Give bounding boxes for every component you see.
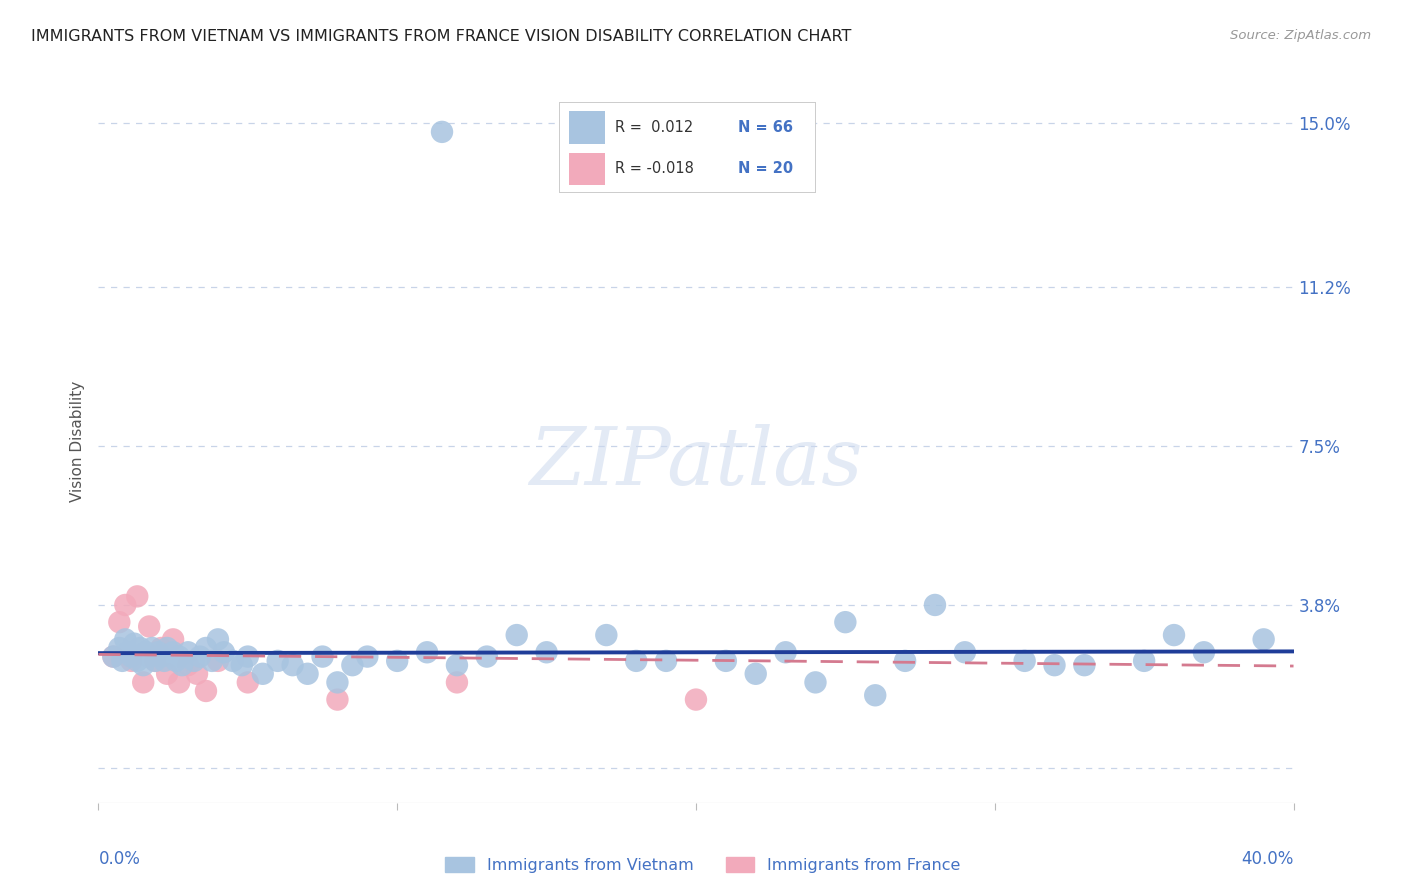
Point xyxy=(446,658,468,673)
Point xyxy=(446,675,468,690)
Point xyxy=(342,658,364,673)
Point xyxy=(236,675,259,690)
Text: 0.0%: 0.0% xyxy=(98,850,141,868)
Point xyxy=(167,649,190,664)
Point xyxy=(201,654,224,668)
Point xyxy=(117,645,139,659)
Point xyxy=(775,645,797,659)
Point xyxy=(167,675,190,690)
Point xyxy=(207,654,229,668)
Point xyxy=(416,645,439,659)
Point xyxy=(195,684,218,698)
Point xyxy=(1253,632,1275,647)
Point xyxy=(124,637,146,651)
Text: Source: ZipAtlas.com: Source: ZipAtlas.com xyxy=(1230,29,1371,42)
Point xyxy=(834,615,856,630)
Point xyxy=(326,675,349,690)
Point xyxy=(222,654,245,668)
Point xyxy=(120,649,142,664)
Point xyxy=(177,658,200,673)
Point xyxy=(1192,645,1215,659)
Point xyxy=(141,640,163,655)
Point xyxy=(267,654,290,668)
Point xyxy=(114,598,136,612)
Point xyxy=(356,649,378,664)
Point xyxy=(162,645,184,659)
Point xyxy=(150,649,173,664)
Point xyxy=(165,654,187,668)
Point xyxy=(143,654,166,668)
Point xyxy=(156,666,179,681)
Point xyxy=(430,125,453,139)
Point xyxy=(1073,658,1095,673)
Point xyxy=(150,640,173,655)
Point xyxy=(188,649,211,664)
Point xyxy=(1014,654,1036,668)
Point xyxy=(804,675,827,690)
Point xyxy=(475,649,498,664)
Text: IMMIGRANTS FROM VIETNAM VS IMMIGRANTS FROM FRANCE VISION DISABILITY CORRELATION : IMMIGRANTS FROM VIETNAM VS IMMIGRANTS FR… xyxy=(31,29,851,44)
Point xyxy=(236,649,259,664)
Point xyxy=(953,645,976,659)
Point xyxy=(103,649,125,664)
Point xyxy=(626,654,648,668)
Text: ZIPatlas: ZIPatlas xyxy=(529,425,863,502)
Point xyxy=(207,632,229,647)
Point xyxy=(297,666,319,681)
Point xyxy=(132,658,155,673)
Point xyxy=(536,645,558,659)
Point xyxy=(385,654,409,668)
Text: 40.0%: 40.0% xyxy=(1241,850,1294,868)
Point xyxy=(183,654,205,668)
Point xyxy=(894,654,917,668)
Point xyxy=(655,654,678,668)
Point xyxy=(172,658,194,673)
Point xyxy=(153,654,176,668)
Point xyxy=(685,692,707,706)
Point xyxy=(114,632,136,647)
Point xyxy=(924,598,946,612)
Point xyxy=(132,675,155,690)
Point xyxy=(127,590,149,604)
Point xyxy=(595,628,617,642)
Point xyxy=(120,654,142,668)
Point xyxy=(212,645,235,659)
Point xyxy=(129,640,152,655)
Point xyxy=(1133,654,1156,668)
Point xyxy=(1043,658,1066,673)
Point xyxy=(186,666,208,681)
Point xyxy=(714,654,737,668)
Point xyxy=(281,658,304,673)
Point xyxy=(127,654,149,668)
Point xyxy=(138,619,160,633)
Point xyxy=(162,632,184,647)
Point xyxy=(143,654,166,668)
Legend: Immigrants from Vietnam, Immigrants from France: Immigrants from Vietnam, Immigrants from… xyxy=(439,851,967,880)
Point xyxy=(506,628,529,642)
Point xyxy=(156,640,179,655)
Point xyxy=(311,649,333,664)
Y-axis label: Vision Disability: Vision Disability xyxy=(70,381,86,502)
Point xyxy=(108,615,131,630)
Point xyxy=(195,640,218,655)
Point xyxy=(138,649,160,664)
Point xyxy=(326,692,349,706)
Point xyxy=(135,645,157,659)
Point xyxy=(865,688,887,702)
Point xyxy=(177,645,200,659)
Point xyxy=(148,645,170,659)
Point xyxy=(108,640,131,655)
Point xyxy=(745,666,768,681)
Point xyxy=(103,649,125,664)
Point xyxy=(1163,628,1185,642)
Point xyxy=(252,666,274,681)
Point xyxy=(111,654,134,668)
Point xyxy=(231,658,253,673)
